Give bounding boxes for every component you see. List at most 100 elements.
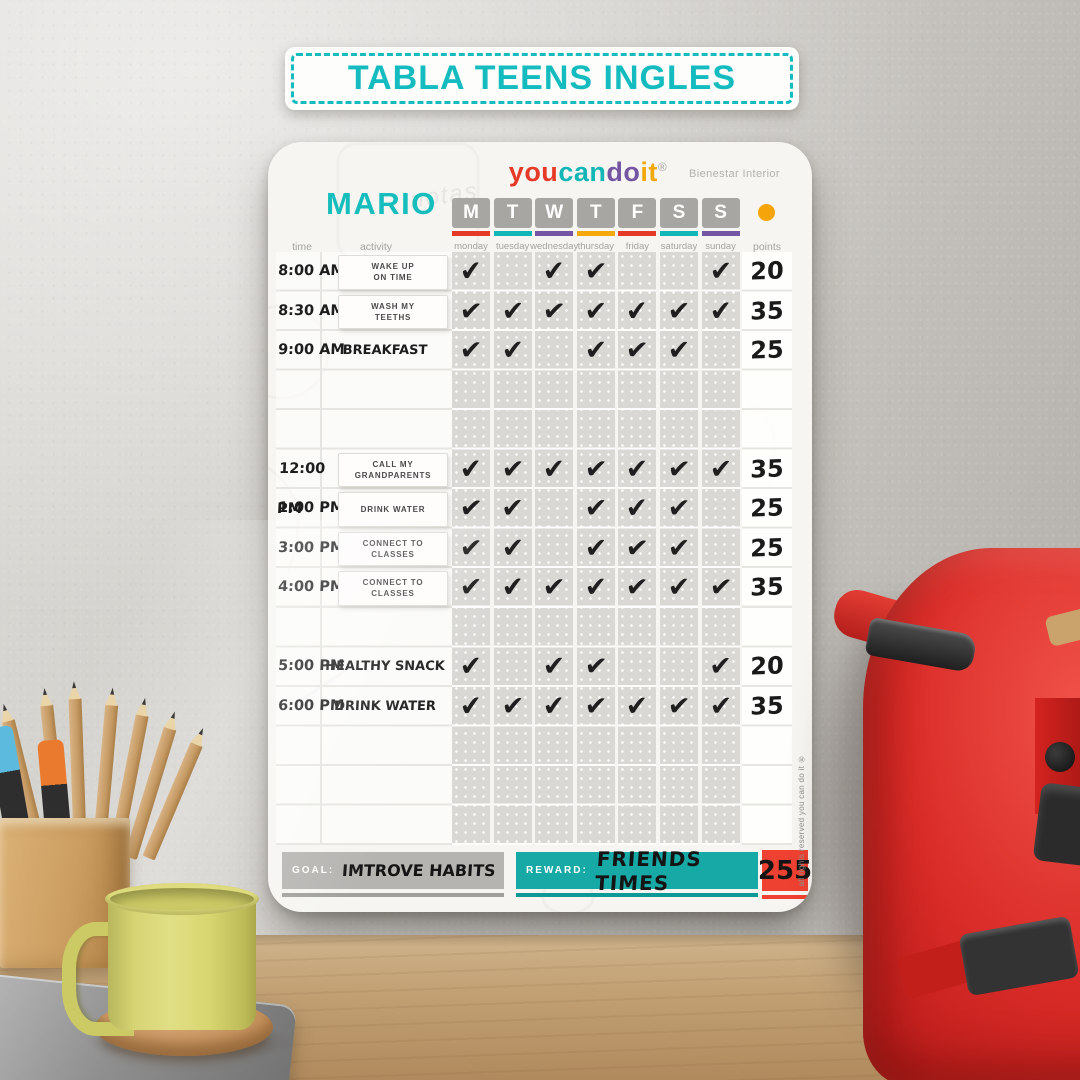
check-mark: ✔ (709, 453, 733, 485)
day-underline (701, 231, 740, 236)
points-value: 20 (750, 256, 784, 286)
day-strip (618, 252, 657, 845)
backpack-buckle-icon (1032, 782, 1080, 872)
check-mark: ✔ (625, 334, 650, 367)
check-mark: ✔ (667, 334, 691, 367)
points-column (742, 252, 792, 845)
check-mark: ✔ (583, 453, 608, 486)
day-letter: F (618, 198, 657, 228)
registered-mark: ® (657, 160, 668, 174)
activity-card: CONNECT TO CLASSES (338, 571, 448, 606)
column-label-activity: activity (359, 241, 393, 253)
check-mark: ✔ (458, 492, 484, 526)
check-mark: ✔ (458, 650, 484, 683)
logo: youcandoit® (418, 157, 758, 188)
check-mark: ✔ (666, 690, 692, 723)
check-mark: ✔ (667, 295, 691, 327)
points-value: 35 (750, 454, 784, 484)
check-mark: ✔ (667, 532, 691, 564)
activity-label: HEALTHY SNACK (324, 659, 446, 675)
day-name: tuesday (495, 241, 530, 252)
day-name: thursday (577, 241, 615, 252)
activity-card: DRINK WATER (338, 492, 448, 527)
day-letter: M (452, 198, 490, 228)
check-mark: ✔ (666, 452, 692, 486)
total-points-underline (762, 895, 808, 899)
check-mark: ✔ (625, 571, 650, 604)
day-name: wednesday (530, 241, 579, 252)
check-mark: ✔ (500, 453, 525, 486)
check-mark: ✔ (501, 493, 524, 525)
goal-value: IMTROVE HABITS (341, 861, 497, 880)
check-mark: ✔ (708, 690, 733, 723)
check-mark: ✔ (541, 294, 567, 328)
points-value: 25 (750, 335, 784, 365)
day-letter: S (701, 198, 740, 228)
reward-underline (516, 893, 758, 897)
check-mark: ✔ (500, 532, 525, 565)
check-mark: ✔ (583, 255, 608, 288)
day-name: saturday (660, 241, 698, 252)
check-mark: ✔ (583, 650, 609, 684)
day-letter: W (535, 198, 574, 228)
points-value: 25 (750, 493, 784, 523)
activity-card: CALL MY GRANDPARENTS (338, 452, 448, 488)
brand-tagline: Bienestar Interior (689, 168, 780, 180)
reward-bar: REWARD: FRIENDS TIMES (516, 847, 758, 895)
day-underline (576, 231, 615, 236)
check-mark: ✔ (501, 690, 525, 723)
day-strip (493, 252, 532, 845)
column-label-points: points (752, 241, 782, 253)
day-letter: T (576, 198, 615, 228)
check-mark: ✔ (584, 492, 608, 525)
check-mark: ✔ (459, 572, 483, 604)
check-mark: ✔ (583, 571, 608, 604)
check-mark: ✔ (625, 453, 650, 486)
board-surface: notas youcandoit® Bienestar Interior MAR… (268, 142, 812, 912)
points-value: 35 (750, 295, 784, 326)
backpack-button-icon (1045, 742, 1075, 772)
reward-label: REWARD: (526, 865, 588, 876)
reward-value: FRIENDS TIMES (594, 846, 703, 895)
habit-grid: 8:00 AM WAKE UP ON TIME ✔ ✔ ✔ ✔ 20 8:30 AM WASH … (268, 252, 812, 845)
check-mark: ✔ (501, 295, 525, 327)
check-mark: ✔ (584, 295, 608, 327)
points-value: 35 (750, 572, 784, 602)
logo-segment: it (640, 157, 658, 187)
check-mark: ✔ (583, 334, 608, 367)
check-mark: ✔ (458, 255, 484, 288)
column-label-time: time (292, 241, 312, 253)
mug-rim (105, 883, 259, 915)
activity-card: CONNECT TO CLASSES (338, 531, 448, 567)
activity-card: WAKE UP ON TIME (338, 255, 448, 290)
check-mark: ✔ (709, 651, 732, 683)
yellow-mug (108, 893, 256, 1030)
day-strip (535, 252, 574, 845)
day-strip (452, 252, 490, 845)
goal-bar: GOAL: IMTROVE HABITS (282, 852, 504, 889)
points-value: 35 (750, 691, 784, 721)
red-backpack (828, 540, 1080, 1080)
goal-label: GOAL: (292, 865, 335, 876)
day-name: friday (625, 241, 649, 252)
day-underline (452, 231, 490, 236)
goal-underline (282, 893, 504, 897)
check-mark: ✔ (458, 532, 484, 565)
check-mark: ✔ (541, 255, 567, 288)
check-mark: ✔ (667, 492, 691, 525)
day-strip (660, 252, 698, 845)
check-mark: ✔ (542, 650, 567, 683)
total-points-badge: 255 (758, 850, 812, 891)
check-mark: ✔ (708, 255, 733, 288)
check-mark: ✔ (624, 294, 650, 328)
check-mark: ✔ (667, 571, 691, 604)
day-letter: T (493, 198, 532, 228)
logo-segment: you (508, 157, 559, 187)
